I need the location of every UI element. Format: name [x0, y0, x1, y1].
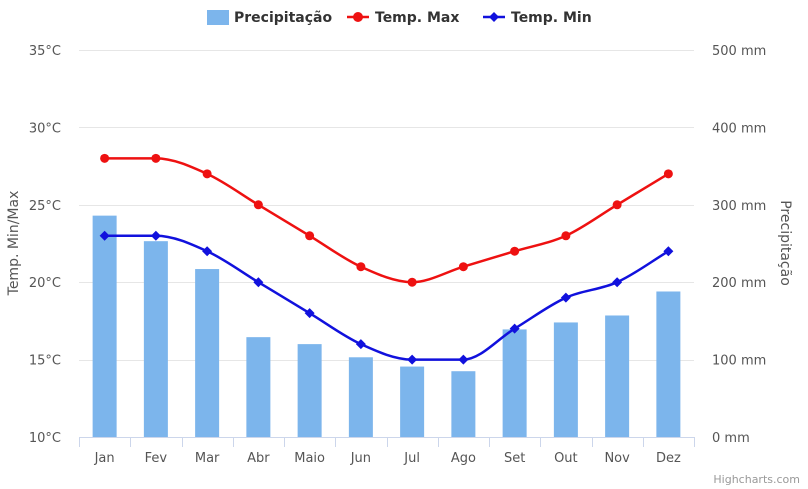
- x-tick-label: Abr: [247, 451, 270, 466]
- precipitation-bar: [502, 329, 527, 437]
- legend-temp-max-marker: [353, 12, 363, 22]
- x-tick-label: Out: [554, 451, 578, 466]
- right-axis-labels: 0 mm 100 mm 200 mm 300 mm 400 mm 500 mm: [712, 44, 766, 446]
- temp-max-point: [356, 262, 366, 272]
- temp-max-point: [612, 200, 622, 210]
- temp-min-point: [202, 246, 213, 257]
- left-tick-label: 25°C: [29, 199, 61, 214]
- legend-label-temp-max: Temp. Max: [375, 10, 459, 26]
- precipitation-bar: [92, 215, 117, 437]
- x-tick-label: Ago: [451, 451, 476, 466]
- temp-max-line: [104, 157, 670, 284]
- x-tick-label: Maio: [294, 451, 325, 466]
- precipitation-bar: [195, 269, 220, 437]
- legend-bar-swatch: [207, 10, 229, 25]
- temp-max-point: [202, 169, 212, 179]
- left-axis-title: Temp. Min/Max: [6, 191, 22, 297]
- credits[interactable]: Highcharts.com: [713, 473, 800, 486]
- legend-label-temp-min: Temp. Min: [511, 10, 592, 26]
- temp-min-point: [99, 230, 110, 241]
- x-tick-label: Dez: [656, 451, 681, 466]
- right-tick-label: 200 mm: [712, 276, 766, 291]
- precipitation-bar: [605, 315, 630, 437]
- x-tick-label: Mar: [195, 451, 220, 466]
- right-tick-label: 100 mm: [712, 354, 766, 369]
- temp-min-point: [612, 277, 623, 288]
- temp-min-point: [560, 292, 571, 303]
- right-tick-label: 500 mm: [712, 44, 766, 59]
- grid-lines: [79, 50, 694, 361]
- x-tick-label: Jan: [94, 451, 115, 466]
- temp-min-point: [253, 277, 264, 288]
- right-axis-title: Precipitação: [777, 200, 793, 286]
- temp-min-point: [663, 246, 674, 257]
- legend-temp-min-marker: [489, 12, 499, 22]
- temp-min-line: [104, 234, 670, 361]
- temp-max-point: [100, 153, 110, 163]
- temp-min-point: [509, 323, 520, 334]
- x-tick-label: Set: [504, 451, 525, 466]
- precipitation-bar: [400, 366, 425, 437]
- left-axis-labels: 10°C 15°C 20°C 25°C 30°C 35°C: [29, 44, 61, 446]
- x-tick-label: Jul: [403, 451, 420, 466]
- temp-max-point: [458, 262, 468, 272]
- precipitation-bar: [246, 337, 271, 437]
- temp-min-point: [458, 354, 469, 365]
- x-tick-label: Fev: [145, 451, 168, 466]
- x-tick-label: Jun: [350, 451, 371, 466]
- right-tick-label: 0 mm: [712, 431, 750, 446]
- left-tick-label: 35°C: [29, 44, 61, 59]
- right-tick-label: 400 mm: [712, 121, 766, 136]
- temp-max-point: [510, 246, 520, 256]
- left-tick-label: 15°C: [29, 354, 61, 369]
- x-tick-label: Nov: [604, 451, 630, 466]
- x-axis: Jan Fev Mar Abr Maio Jun Jul Ago Set Out Nov Dez: [79, 437, 695, 466]
- left-tick-label: 10°C: [29, 431, 61, 446]
- temp-min-point: [150, 230, 161, 241]
- temp-max-point: [305, 231, 315, 241]
- precipitation-bar: [348, 357, 373, 437]
- temp-max-point: [407, 277, 417, 287]
- temp-max-point: [663, 169, 673, 179]
- legend-label-precipitacao: Precipitação: [234, 10, 332, 26]
- temp-min-point: [304, 308, 315, 319]
- temp-min-point: [355, 339, 366, 350]
- precipitation-bar: [143, 241, 168, 437]
- temperature-lines: [99, 153, 674, 365]
- precipitation-bar: [553, 322, 578, 437]
- left-tick-label: 20°C: [29, 276, 61, 291]
- legend: Precipitação Temp. Max Temp. Min: [207, 10, 592, 26]
- precipitation-bar: [451, 371, 476, 437]
- precipitation-bar: [297, 344, 322, 437]
- temp-max-point: [151, 153, 161, 163]
- temp-min-point: [407, 354, 418, 365]
- precipitation-bars: [92, 215, 681, 437]
- temp-max-point: [561, 231, 571, 241]
- precipitation-bar: [656, 291, 681, 437]
- temp-max-point: [253, 200, 263, 210]
- left-tick-label: 30°C: [29, 121, 61, 136]
- right-tick-label: 300 mm: [712, 199, 766, 214]
